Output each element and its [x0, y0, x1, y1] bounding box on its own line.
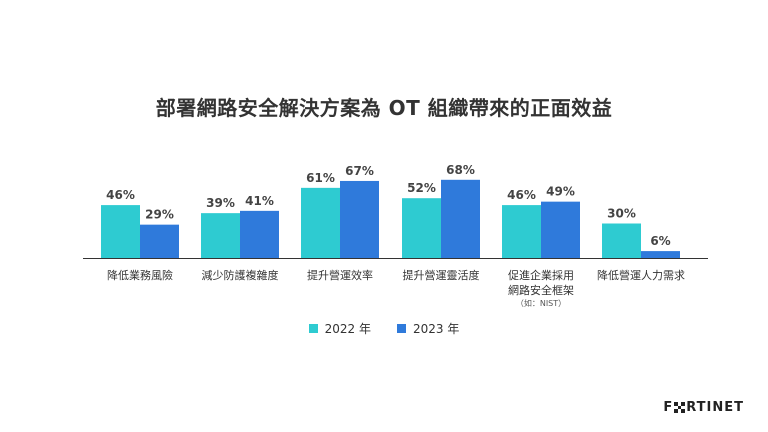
data-label: 67%: [345, 164, 374, 178]
legend: 2022 年 2023 年: [0, 320, 768, 337]
x-tick-note: （如：NIST）: [516, 298, 566, 308]
x-tick-label: 促進企業採用: [508, 268, 574, 282]
bar-2023: [240, 210, 279, 258]
fortinet-logo: F RTINET: [663, 400, 744, 415]
x-tick-label: 提升營運靈活度: [403, 268, 480, 282]
bar-2023: [541, 201, 580, 258]
bar-2022: [101, 205, 140, 258]
chart-title: 部署網路安全解決方案為 OT 組織帶來的正面效益: [155, 96, 613, 120]
bar-2022: [402, 198, 441, 258]
data-label: 46%: [507, 188, 536, 202]
bar-2023: [340, 180, 379, 258]
legend-label-2022: 2022 年: [324, 322, 371, 336]
bar-2022: [301, 187, 340, 258]
bar-2022: [502, 205, 541, 258]
legend-label-2023: 2023 年: [413, 322, 460, 336]
data-label: 39%: [206, 196, 235, 210]
data-label: 61%: [306, 171, 335, 185]
bar-2022: [201, 213, 240, 258]
x-tick-label: 降低業務風險: [107, 268, 173, 282]
x-tick-label: 降低營運人力需求: [597, 268, 685, 282]
bar-2022: [602, 223, 641, 258]
legend-item-2023: 2023 年: [397, 320, 459, 337]
bar-2023: [641, 251, 680, 258]
legend-swatch-2023: [397, 324, 406, 333]
data-label: 52%: [407, 181, 436, 195]
data-label: 41%: [245, 194, 274, 208]
legend-item-2022: 2022 年: [308, 320, 371, 337]
logo-text-right: RTINET: [686, 400, 744, 415]
fortinet-mark-icon: [674, 402, 686, 413]
data-label: 30%: [607, 207, 636, 221]
data-label: 49%: [546, 185, 575, 199]
data-label: 6%: [650, 234, 670, 248]
bar-2023: [441, 179, 480, 258]
legend-swatch-2022: [308, 324, 318, 333]
data-label: 46%: [106, 188, 135, 202]
x-tick-label: 網路安全框架: [508, 283, 574, 297]
logo-text-left: F: [663, 400, 674, 415]
data-label: 68%: [446, 163, 475, 177]
data-label: 29%: [145, 208, 174, 222]
bar-2023: [140, 224, 179, 258]
x-tick-label: 提升營運效率: [307, 268, 373, 282]
x-tick-label: 減少防護複雜度: [202, 268, 279, 282]
